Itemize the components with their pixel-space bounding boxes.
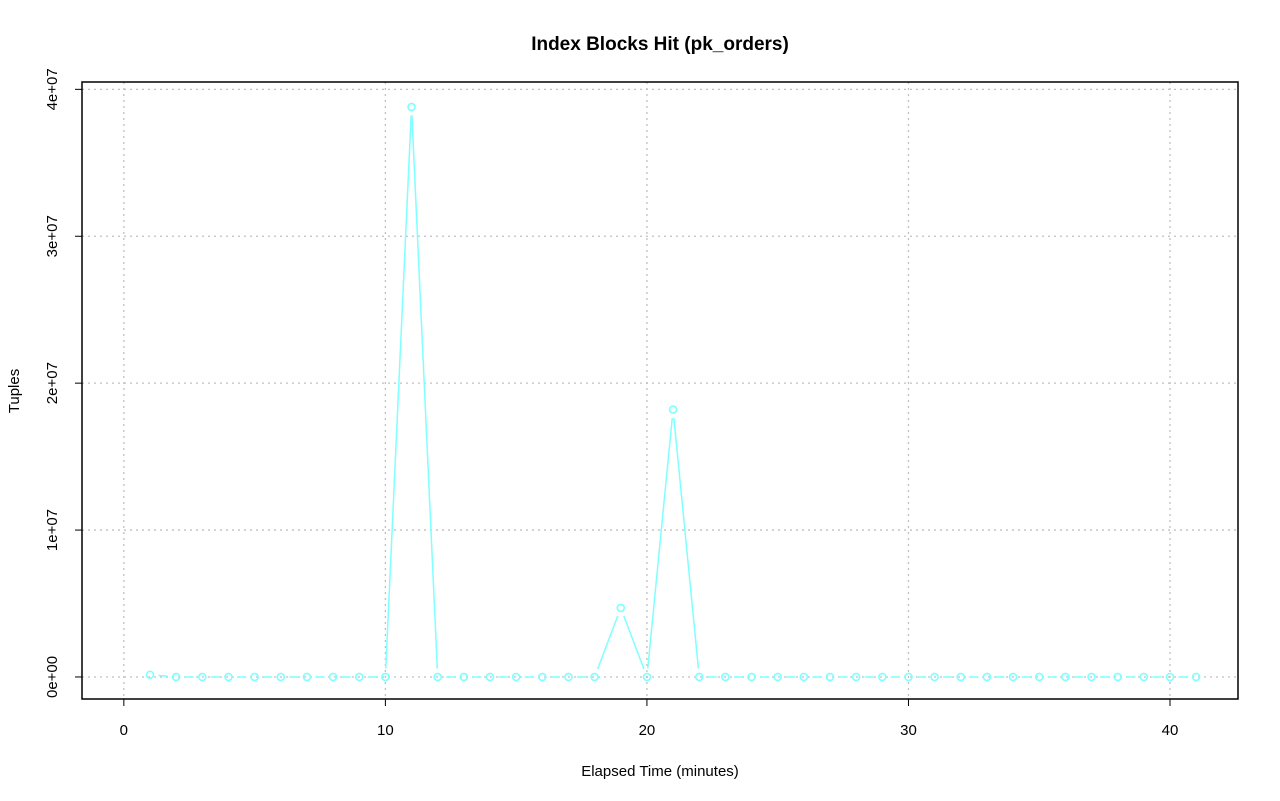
data-point bbox=[145, 670, 155, 680]
y-axis: 0e+00 1e+07 2e+07 3e+07 4e+07 bbox=[44, 68, 82, 698]
data-point bbox=[276, 672, 286, 682]
data-point bbox=[224, 672, 233, 682]
data-point bbox=[433, 672, 442, 682]
x-axis-label: Elapsed Time (minutes) bbox=[581, 763, 739, 780]
data-point bbox=[1008, 672, 1018, 682]
data-point bbox=[904, 672, 913, 682]
series-line-segment bbox=[673, 417, 700, 669]
data-point bbox=[171, 672, 181, 682]
data-point bbox=[328, 672, 338, 682]
y-tick-label: 1e+07 bbox=[44, 509, 61, 551]
data-point bbox=[1034, 672, 1044, 682]
series-line-segment bbox=[411, 115, 439, 669]
data-point bbox=[956, 672, 966, 682]
x-tick-label: 30 bbox=[900, 722, 917, 739]
x-axis: 0 10 20 30 40 bbox=[120, 699, 1179, 739]
data-point bbox=[1087, 672, 1096, 682]
data-point bbox=[198, 672, 207, 682]
data-point bbox=[694, 672, 704, 682]
data-point bbox=[616, 603, 626, 613]
data-point bbox=[773, 672, 782, 682]
data-point bbox=[825, 672, 835, 682]
data-point bbox=[982, 672, 992, 682]
series-line-segment bbox=[385, 115, 412, 669]
data-point bbox=[354, 672, 364, 682]
data-point bbox=[511, 672, 521, 682]
data-point bbox=[1061, 672, 1070, 682]
series-line-segment bbox=[158, 674, 168, 677]
data-point bbox=[459, 672, 469, 682]
series-line-segment bbox=[596, 615, 619, 670]
data-point bbox=[668, 405, 678, 414]
series bbox=[145, 102, 1201, 682]
data-point bbox=[485, 672, 495, 682]
data-point bbox=[851, 672, 861, 682]
data-point bbox=[381, 672, 390, 682]
data-point bbox=[799, 672, 809, 682]
chart-title: Index Blocks Hit (pk_orders) bbox=[531, 34, 789, 55]
y-tick-label: 4e+07 bbox=[44, 68, 61, 110]
y-tick-label: 3e+07 bbox=[44, 215, 61, 257]
x-tick-label: 40 bbox=[1162, 722, 1179, 739]
y-tick-label: 2e+07 bbox=[44, 362, 61, 404]
data-point bbox=[1113, 672, 1122, 682]
x-tick-label: 0 bbox=[120, 722, 128, 739]
data-point bbox=[1191, 672, 1201, 682]
data-point bbox=[302, 672, 312, 682]
data-point bbox=[590, 672, 599, 682]
data-point bbox=[1165, 672, 1175, 682]
grid bbox=[82, 82, 1238, 699]
data-point bbox=[721, 672, 730, 682]
x-tick-label: 10 bbox=[377, 722, 394, 739]
series-line-segment bbox=[623, 615, 645, 670]
data-point bbox=[407, 102, 416, 112]
data-point bbox=[1139, 672, 1149, 682]
y-axis-label: Tuples bbox=[6, 369, 23, 413]
data-point bbox=[564, 672, 573, 682]
data-point bbox=[250, 672, 259, 682]
data-point bbox=[878, 672, 887, 682]
data-point bbox=[747, 672, 756, 682]
data-point bbox=[642, 672, 652, 682]
data-point bbox=[538, 672, 547, 682]
series-line-segment bbox=[647, 417, 673, 669]
plot-frame bbox=[81, 81, 1239, 700]
x-tick-label: 20 bbox=[639, 722, 656, 739]
data-point bbox=[930, 672, 939, 682]
y-tick-label: 0e+00 bbox=[44, 656, 61, 698]
